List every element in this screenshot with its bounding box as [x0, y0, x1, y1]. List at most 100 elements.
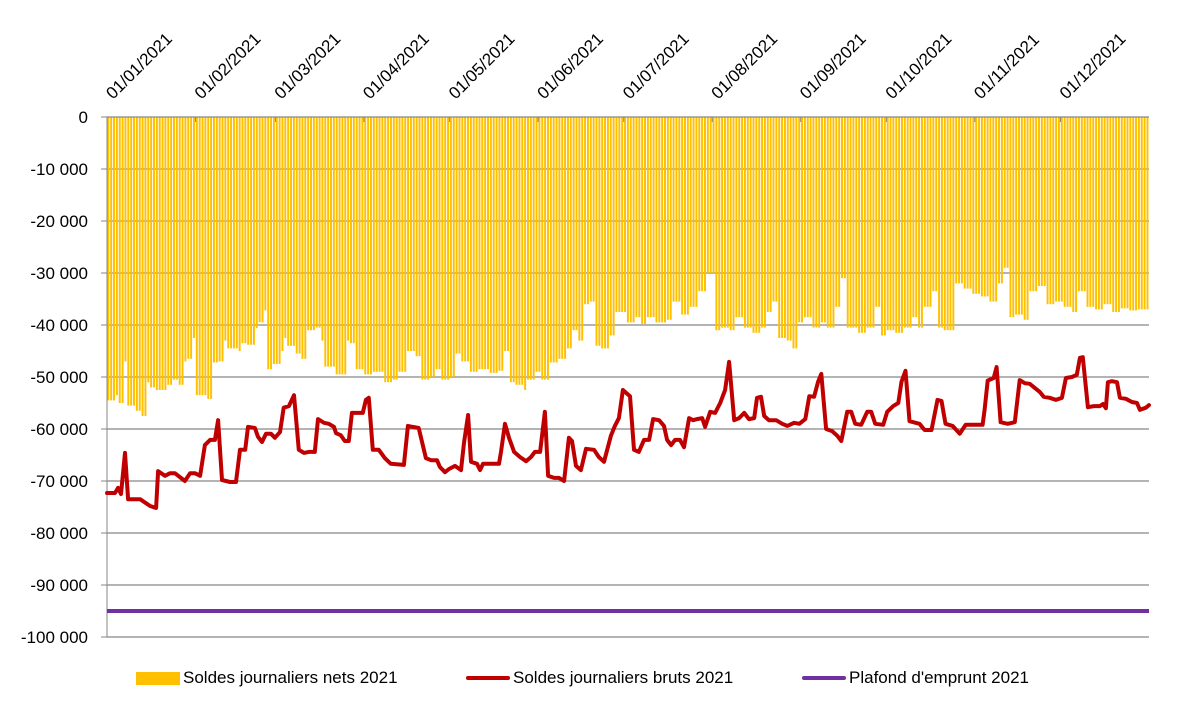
net-balance-bar [801, 117, 804, 323]
net-balance-bar [232, 117, 235, 349]
net-balance-bar [892, 117, 895, 331]
net-balance-bar [858, 117, 861, 333]
y-axis-tick-labels: 0 -10 000 -20 000 -30 000 -40 000 -50 000 -60 … [21, 108, 88, 647]
net-balance-bar [621, 117, 624, 312]
net-balance-bar [110, 117, 113, 401]
net-balance-bar [295, 117, 298, 354]
legend-item-net: Soldes journaliers nets 2021 [136, 668, 398, 688]
net-balance-bar [515, 117, 518, 385]
net-balance-bar [1146, 117, 1149, 310]
net-balance-bar [218, 117, 221, 362]
net-balance-bar [501, 117, 504, 371]
net-balance-bar [1066, 117, 1069, 307]
net-balance-bar [735, 117, 738, 318]
net-balance-bar [852, 117, 855, 328]
net-balance-bar [1075, 117, 1078, 312]
net-balance-bar [1123, 117, 1126, 309]
x-tick-label: 01/09/2021 [796, 29, 870, 103]
net-balance-bar [210, 117, 213, 399]
net-balance-bar [835, 117, 838, 307]
net-balance-bar [786, 117, 789, 341]
net-balance-bar [626, 117, 629, 323]
net-balance-bar [763, 117, 766, 328]
net-balance-bar [1015, 117, 1018, 315]
net-balance-bar [467, 117, 470, 362]
net-balance-bar [324, 117, 327, 367]
net-balance-bar [312, 117, 315, 331]
net-balance-bar [272, 117, 275, 364]
net-balance-bar [546, 117, 549, 380]
net-balance-bar [429, 117, 432, 377]
net-balance-bar [704, 117, 706, 292]
y-tick-label: -90 000 [30, 576, 88, 595]
net-balance-bar [783, 117, 786, 338]
net-balance-bar [252, 117, 255, 345]
net-balance-bar [1023, 117, 1026, 320]
net-balance-bar [387, 117, 390, 383]
net-balance-bar [664, 117, 666, 323]
net-balance-bar [686, 117, 689, 315]
net-balance-bar [178, 117, 181, 385]
y-tick-label: 0 [79, 108, 88, 127]
net-balance-bar [1106, 117, 1109, 305]
net-balance-bar [746, 117, 749, 328]
net-balance-bar [920, 117, 923, 328]
net-balance-bar [335, 117, 338, 375]
net-balance-bar [155, 117, 158, 390]
net-balance-bar [855, 117, 858, 328]
net-balance-bar [392, 117, 395, 380]
net-balance-bar [929, 117, 932, 307]
net-balance-bar [1032, 117, 1035, 292]
net-balance-bar [678, 117, 681, 302]
net-balance-bar [270, 117, 273, 370]
net-balance-bar [127, 117, 130, 406]
net-balance-bar [581, 117, 584, 341]
net-balance-bar [538, 117, 541, 372]
net-balance-bar [723, 117, 726, 328]
net-balance-bar [846, 117, 849, 328]
net-balance-bar [395, 117, 398, 380]
net-balance-bar [1040, 117, 1043, 286]
net-balance-bar [310, 117, 312, 331]
net-balance-bar [738, 117, 741, 318]
net-balance-bar [241, 117, 244, 344]
net-balance-bar [1029, 117, 1032, 292]
net-balance-bar [352, 117, 355, 344]
net-balance-bar [729, 117, 732, 331]
net-balance-bar [121, 117, 124, 403]
net-balance-bar [863, 117, 866, 333]
net-balance-bar [344, 117, 347, 375]
net-balance-bar [1035, 117, 1038, 292]
net-balance-bar [661, 117, 664, 323]
net-balance-bar [261, 117, 264, 323]
y-tick-label: -100 000 [21, 628, 88, 647]
x-tick-label: 01/03/2021 [271, 29, 345, 103]
net-balance-bar [384, 117, 387, 383]
net-balance-bar [1072, 117, 1075, 312]
net-balance-bar [998, 117, 1001, 284]
net-balance-bar [215, 117, 218, 363]
net-balance-bar [980, 117, 983, 297]
net-balance-bar [247, 117, 250, 345]
x-tick-label: 01/02/2021 [191, 29, 265, 103]
net-balance-bar [652, 117, 655, 318]
net-balance-bar [644, 117, 647, 324]
net-balance-bar [338, 117, 341, 375]
net-balance-bar [672, 117, 675, 302]
net-balance-bar [1126, 117, 1129, 309]
net-balance-bar [133, 117, 135, 406]
net-balance-bar [841, 117, 843, 279]
x-tick-label: 01/07/2021 [619, 29, 693, 103]
net-balance-bar [115, 117, 118, 396]
net-balance-bar [604, 117, 607, 349]
net-balance-bar [701, 117, 704, 292]
net-balance-bar [427, 117, 430, 380]
net-balance-bar [435, 117, 438, 370]
net-balance-bar [575, 117, 578, 331]
net-balance-bar [778, 117, 781, 338]
net-balance-bar [421, 117, 424, 380]
net-balance-bar [1120, 117, 1123, 309]
net-balance-bar [569, 117, 572, 349]
net-balance-bar [872, 117, 875, 328]
net-balance-bar [1060, 117, 1063, 302]
